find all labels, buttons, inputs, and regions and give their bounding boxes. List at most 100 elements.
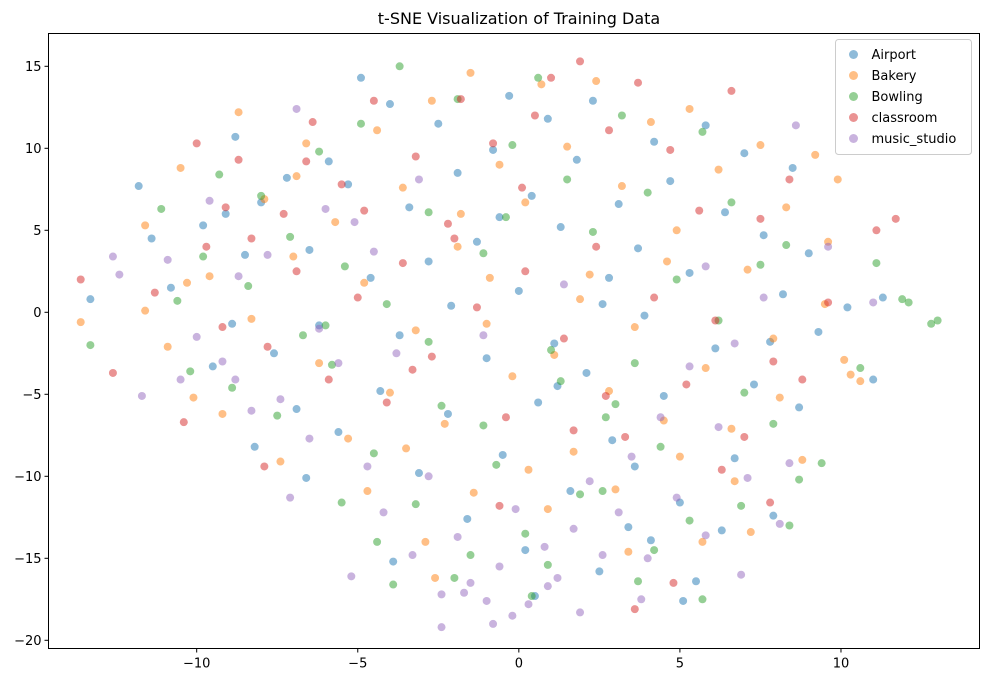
point-bowling-55	[450, 573, 459, 582]
point-bowling-60	[337, 498, 346, 507]
point-bakery-21	[427, 96, 436, 105]
point-classroom-23	[472, 303, 481, 312]
point-bowling-72	[785, 521, 794, 530]
x-tick-label-0: −10	[183, 657, 210, 672]
point-music-studio-26	[495, 562, 504, 571]
point-music-studio-63	[315, 324, 324, 333]
point-bowling-12	[315, 147, 324, 156]
point-bowling-24	[479, 249, 488, 258]
point-airport-52	[640, 311, 649, 320]
point-airport-21	[376, 387, 385, 396]
point-bakery-23	[453, 242, 462, 251]
point-airport-16	[324, 157, 333, 166]
point-classroom-48	[891, 214, 900, 223]
point-airport-58	[692, 577, 701, 586]
point-bakery-13	[315, 359, 324, 368]
point-airport-29	[453, 168, 462, 177]
point-bakery-8	[247, 314, 256, 323]
point-airport-19	[356, 73, 365, 82]
point-bakery-46	[769, 334, 778, 343]
point-airport-87	[389, 557, 398, 566]
point-bakery-29	[537, 80, 546, 89]
point-airport-66	[769, 511, 778, 520]
point-airport-30	[463, 514, 472, 523]
point-bakery-2	[163, 342, 172, 351]
point-music-studio-20	[408, 551, 417, 560]
point-bakery-28	[521, 198, 530, 207]
point-airport-54	[659, 391, 668, 400]
point-classroom-41	[740, 432, 749, 441]
point-bowling-33	[601, 413, 610, 422]
point-classroom-40	[727, 86, 736, 95]
point-bakery-5	[205, 272, 214, 281]
point-bakery-15	[344, 434, 353, 443]
point-bakery-12	[302, 139, 311, 148]
point-bakery-61	[698, 537, 707, 546]
point-airport-34	[498, 450, 507, 459]
point-bowling-35	[630, 359, 639, 368]
point-music-studio-42	[730, 339, 739, 348]
point-bakery-66	[775, 393, 784, 402]
point-airport-82	[679, 596, 688, 605]
point-music-studio-3	[163, 255, 172, 264]
point-bakery-27	[508, 372, 517, 381]
point-bowling-31	[576, 490, 585, 499]
point-airport-49	[614, 200, 623, 209]
point-bowling-2	[173, 296, 182, 305]
point-bakery-39	[672, 226, 681, 235]
point-bakery-3	[176, 163, 185, 172]
point-bowling-57	[634, 577, 643, 586]
point-music-studio-40	[701, 531, 710, 540]
point-bakery-51	[833, 175, 842, 184]
x-tick-label-4: 10	[833, 657, 850, 672]
point-airport-1	[134, 182, 143, 191]
point-classroom-31	[592, 242, 601, 251]
point-bakery-11	[289, 252, 298, 261]
point-bowling-25	[492, 460, 501, 469]
point-classroom-6	[218, 323, 227, 332]
point-airport-27	[434, 119, 443, 128]
point-bowling-38	[672, 275, 681, 284]
point-airport-0	[86, 295, 95, 304]
point-classroom-14	[337, 180, 346, 189]
point-music-studio-65	[460, 588, 469, 597]
point-music-studio-22	[437, 590, 446, 599]
point-music-studio-48	[869, 298, 878, 307]
point-bakery-47	[782, 203, 791, 212]
point-music-studio-17	[363, 462, 372, 471]
point-music-studio-36	[643, 554, 652, 563]
point-bowling-58	[698, 595, 707, 604]
point-bakery-40	[685, 104, 694, 113]
point-bowling-44	[756, 260, 765, 269]
point-bakery-70	[402, 444, 411, 453]
point-music-studio-28	[524, 600, 533, 609]
point-bakery-73	[675, 452, 684, 461]
point-airport-26	[424, 257, 433, 266]
point-classroom-13	[324, 375, 333, 384]
point-music-studio-51	[437, 623, 446, 632]
point-classroom-39	[711, 316, 720, 325]
plot-frame	[48, 33, 980, 649]
point-bakery-63	[485, 273, 494, 282]
point-bowling-43	[740, 388, 749, 397]
point-airport-69	[795, 403, 804, 412]
point-music-studio-12	[292, 104, 301, 113]
point-airport-70	[804, 249, 813, 258]
point-music-studio-25	[482, 596, 491, 605]
point-bowling-42	[727, 198, 736, 207]
point-classroom-54	[408, 365, 417, 374]
point-airport-40	[543, 114, 552, 123]
point-classroom-62	[302, 157, 311, 166]
point-bowling-8	[257, 191, 266, 200]
point-airport-36	[514, 286, 523, 295]
point-classroom-0	[76, 275, 85, 284]
point-bowling-26	[508, 141, 517, 150]
point-bakery-57	[421, 537, 430, 546]
point-classroom-50	[630, 605, 639, 614]
ticks-layer: −10 −5 0 5 10 −20 −15 −10 −5 0 5 10 15	[14, 60, 849, 672]
point-music-studio-34	[614, 508, 623, 517]
point-bowling-45	[769, 419, 778, 428]
point-music-studio-13	[305, 434, 314, 443]
point-music-studio-10	[263, 250, 272, 259]
point-music-studio-14	[321, 204, 330, 213]
